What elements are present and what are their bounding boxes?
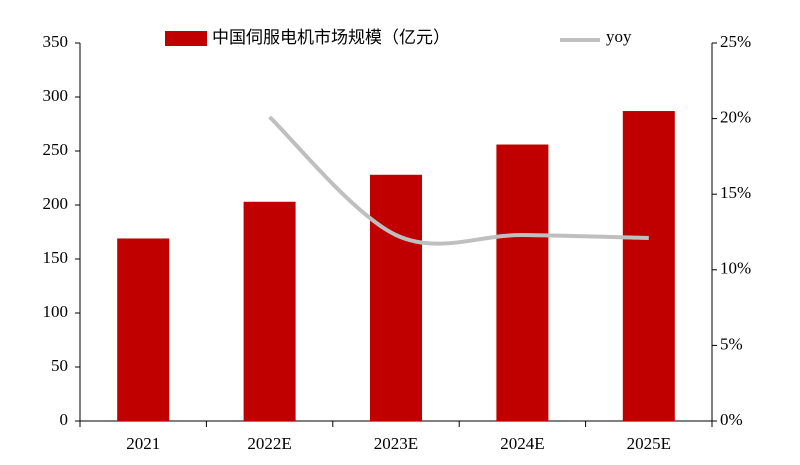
x-tick-label: 2021 xyxy=(126,434,160,453)
line xyxy=(268,115,649,246)
y2-tick-label: 0% xyxy=(720,410,743,429)
y-tick-label: 150 xyxy=(43,248,69,267)
y-tick-label: 0 xyxy=(60,410,69,429)
x-tick-label: 2024E xyxy=(500,434,544,453)
x-tick-label: 2022E xyxy=(247,434,291,453)
y-tick-label: 250 xyxy=(43,140,69,159)
bar xyxy=(496,144,549,421)
y-tick-label: 50 xyxy=(51,356,68,375)
x-tick-label: 2025E xyxy=(627,434,671,453)
y2-tick-label: 10% xyxy=(720,259,751,278)
legend-swatch xyxy=(165,31,207,46)
y2-tick-label: 5% xyxy=(720,334,743,353)
y2-tick-label: 25% xyxy=(720,32,751,51)
legend-label: yoy xyxy=(606,27,632,46)
bar xyxy=(117,238,170,421)
y-tick-label: 350 xyxy=(43,32,69,51)
x-tick-label: 2023E xyxy=(374,434,418,453)
legend-label: 中国伺服电机市场规模（亿元） xyxy=(212,28,450,47)
y-tick-label: 200 xyxy=(43,194,69,213)
y-tick-label: 300 xyxy=(43,86,69,105)
bar xyxy=(622,111,675,421)
bar xyxy=(243,201,296,421)
y-tick-label: 100 xyxy=(43,302,69,321)
y2-tick-label: 15% xyxy=(720,183,751,202)
y2-tick-label: 20% xyxy=(720,108,751,127)
bar xyxy=(370,174,422,421)
